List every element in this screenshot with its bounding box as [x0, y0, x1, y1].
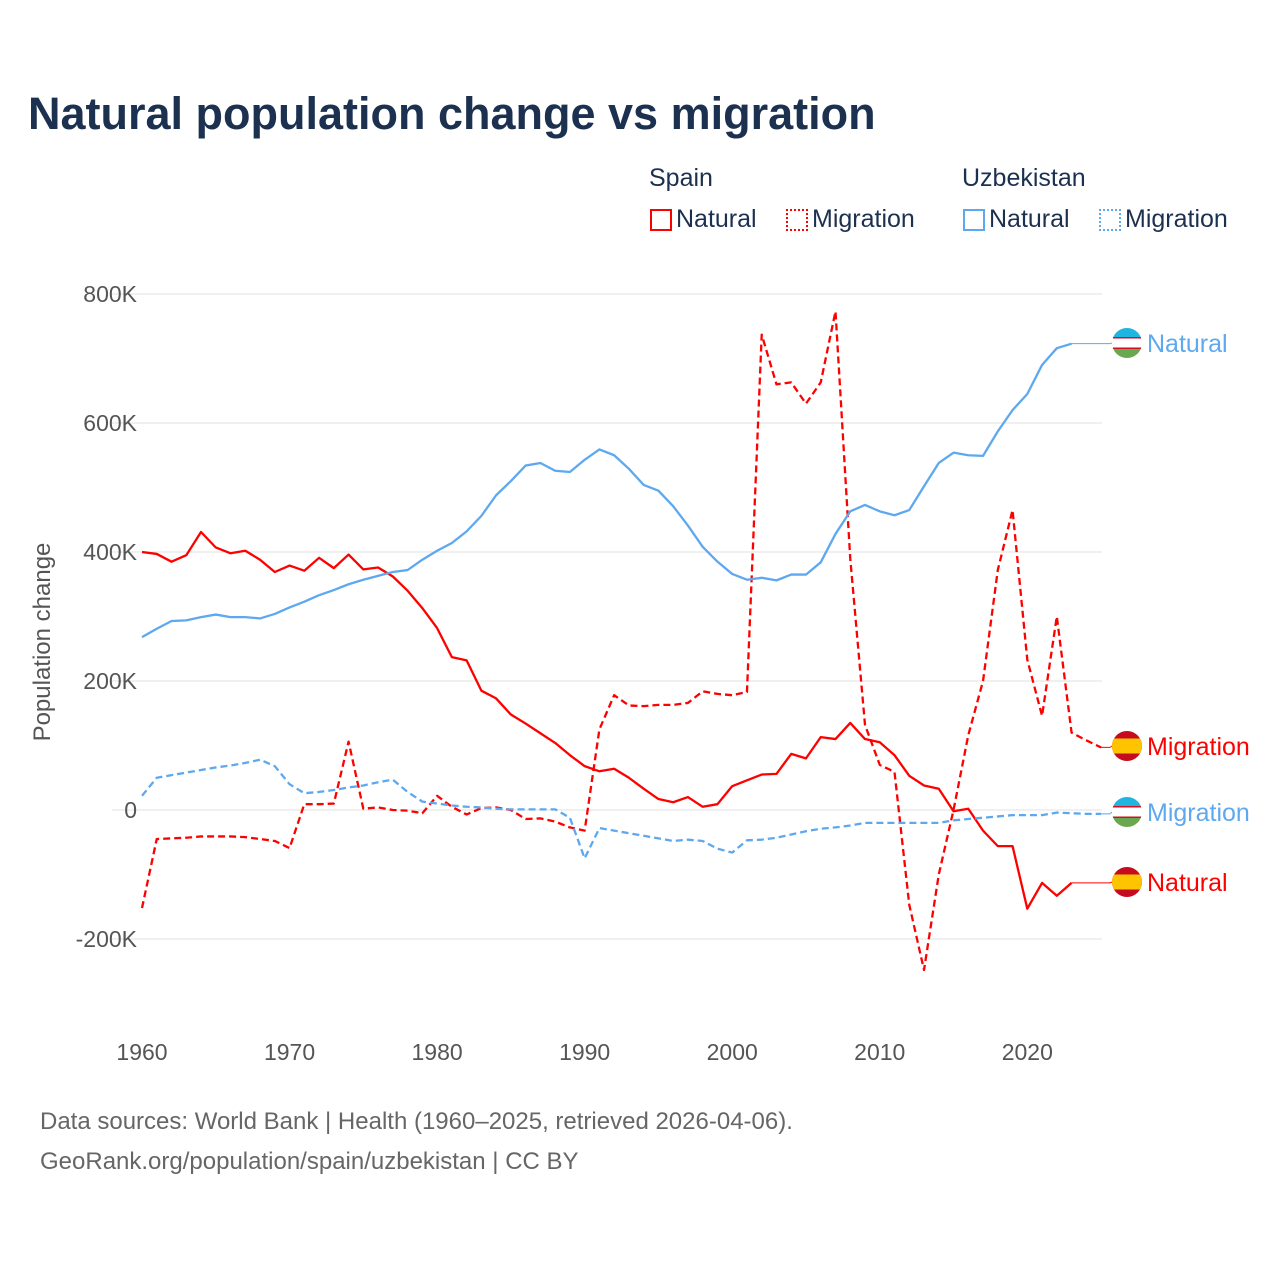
- y-tick-label: 400K: [83, 539, 137, 565]
- footer-link[interactable]: GeoRank.org/population/spain/uzbekistan …: [40, 1148, 579, 1175]
- footer-sources: Data sources: World Bank | Health (1960–…: [40, 1108, 793, 1135]
- legend-label: Natural: [676, 205, 757, 233]
- uzbekistan-flag-icon: [1112, 328, 1142, 358]
- legend-spain-natural[interactable]: Natural: [650, 205, 757, 234]
- legend-uzbekistan-natural[interactable]: Natural: [963, 205, 1070, 234]
- spain-flag-icon: [1112, 731, 1142, 761]
- uzbekistan-flag-icon: [1112, 797, 1142, 827]
- y-tick-label: 600K: [83, 410, 137, 436]
- series-end-label: Natural: [1147, 330, 1228, 358]
- y-tick-label: 0: [124, 797, 137, 823]
- legend-label: Migration: [1125, 205, 1228, 233]
- chart-title: Natural population change vs migration: [28, 88, 876, 139]
- dotted-swatch-icon: [786, 208, 808, 231]
- y-tick-label: -200K: [76, 926, 138, 952]
- series-line-uzbekistan-natural: [141, 342, 1072, 639]
- legend-spain-migration[interactable]: Migration: [786, 205, 915, 234]
- y-tick-label: 800K: [83, 281, 137, 307]
- x-tick-label: 1990: [559, 1039, 610, 1065]
- x-tick-label: 2020: [1002, 1039, 1053, 1065]
- series-end-label: Migration: [1147, 799, 1250, 827]
- legend-group-spain: Spain: [649, 164, 713, 192]
- series-end-label: Migration: [1147, 733, 1250, 761]
- x-tick-label: 1960: [116, 1039, 167, 1065]
- series-end-label: Natural: [1147, 869, 1228, 897]
- x-tick-label: 2010: [854, 1039, 905, 1065]
- x-tick-label: 2000: [707, 1039, 758, 1065]
- label-connector: [1071, 342, 1113, 345]
- series-line-spain-migration: [140, 310, 1102, 972]
- solid-swatch-icon: [963, 208, 985, 231]
- spain-flag-icon: [1112, 867, 1142, 897]
- y-axis-label: Population change: [29, 543, 56, 742]
- series-line-spain-natural: [141, 530, 1073, 910]
- solid-swatch-icon: [650, 208, 672, 231]
- x-tick-label: 1980: [412, 1039, 463, 1065]
- y-tick-label: 200K: [83, 668, 137, 694]
- label-connector: [1101, 811, 1113, 815]
- legend-label: Migration: [812, 205, 915, 233]
- label-connector: [1101, 745, 1113, 748]
- legend-uzbekistan-migration[interactable]: Migration: [1099, 205, 1228, 234]
- label-connector: [1071, 881, 1113, 884]
- legend-group-uzbekistan: Uzbekistan: [962, 164, 1086, 192]
- dotted-swatch-icon: [1099, 208, 1121, 231]
- legend-label: Natural: [989, 205, 1070, 233]
- x-tick-label: 1970: [264, 1039, 315, 1065]
- series-line-uzbekistan-migration: [141, 758, 1102, 860]
